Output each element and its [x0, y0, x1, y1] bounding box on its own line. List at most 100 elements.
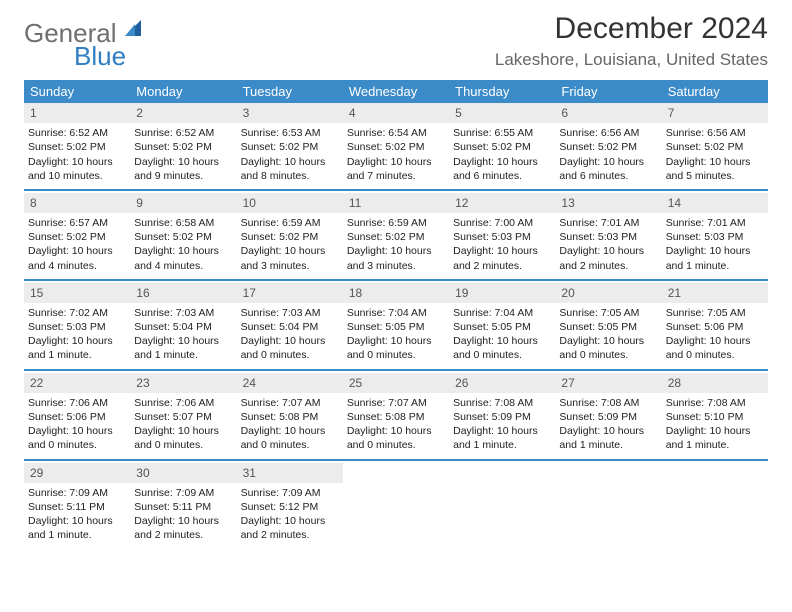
- daylight-line1: Daylight: 10 hours: [453, 424, 551, 438]
- day-number: 21: [662, 283, 768, 303]
- daylight-line1: Daylight: 10 hours: [241, 155, 339, 169]
- day-details: Sunrise: 7:06 AMSunset: 5:07 PMDaylight:…: [130, 395, 236, 459]
- day-details: Sunrise: 7:03 AMSunset: 5:04 PMDaylight:…: [130, 305, 236, 369]
- day-details: Sunrise: 7:01 AMSunset: 5:03 PMDaylight:…: [662, 215, 768, 279]
- sunrise-text: Sunrise: 7:03 AM: [241, 306, 339, 320]
- calendar-day: 12Sunrise: 7:00 AMSunset: 5:03 PMDayligh…: [449, 193, 555, 279]
- calendar-day: .: [662, 463, 768, 549]
- calendar-day: 23Sunrise: 7:06 AMSunset: 5:07 PMDayligh…: [130, 373, 236, 459]
- day-header: Friday: [555, 80, 661, 103]
- day-number: 14: [662, 193, 768, 213]
- day-number: 27: [555, 373, 661, 393]
- day-header: Wednesday: [343, 80, 449, 103]
- sunrise-text: Sunrise: 6:59 AM: [347, 216, 445, 230]
- sunset-text: Sunset: 5:08 PM: [347, 410, 445, 424]
- sunset-text: Sunset: 5:02 PM: [453, 140, 551, 154]
- calendar-day: 27Sunrise: 7:08 AMSunset: 5:09 PMDayligh…: [555, 373, 661, 459]
- sunrise-text: Sunrise: 7:06 AM: [134, 396, 232, 410]
- calendar-day: 2Sunrise: 6:52 AMSunset: 5:02 PMDaylight…: [130, 103, 236, 189]
- daylight-line1: Daylight: 10 hours: [666, 244, 764, 258]
- daylight-line1: Daylight: 10 hours: [241, 244, 339, 258]
- calendar-day: 24Sunrise: 7:07 AMSunset: 5:08 PMDayligh…: [237, 373, 343, 459]
- calendar-day: 4Sunrise: 6:54 AMSunset: 5:02 PMDaylight…: [343, 103, 449, 189]
- sunrise-text: Sunrise: 7:06 AM: [28, 396, 126, 410]
- calendar-day: 29Sunrise: 7:09 AMSunset: 5:11 PMDayligh…: [24, 463, 130, 549]
- calendar-day: 11Sunrise: 6:59 AMSunset: 5:02 PMDayligh…: [343, 193, 449, 279]
- day-header: Thursday: [449, 80, 555, 103]
- calendar-day: 25Sunrise: 7:07 AMSunset: 5:08 PMDayligh…: [343, 373, 449, 459]
- daylight-line2: and 1 minute.: [559, 438, 657, 452]
- daylight-line1: Daylight: 10 hours: [559, 334, 657, 348]
- sunset-text: Sunset: 5:03 PM: [28, 320, 126, 334]
- sunrise-text: Sunrise: 6:56 AM: [559, 126, 657, 140]
- calendar-day: 20Sunrise: 7:05 AMSunset: 5:05 PMDayligh…: [555, 283, 661, 369]
- daylight-line2: and 0 minutes.: [453, 348, 551, 362]
- daylight-line2: and 0 minutes.: [241, 438, 339, 452]
- day-details: Sunrise: 6:56 AMSunset: 5:02 PMDaylight:…: [662, 125, 768, 189]
- sunrise-text: Sunrise: 6:54 AM: [347, 126, 445, 140]
- sunset-text: Sunset: 5:06 PM: [666, 320, 764, 334]
- calendar-day: 15Sunrise: 7:02 AMSunset: 5:03 PMDayligh…: [24, 283, 130, 369]
- daylight-line1: Daylight: 10 hours: [559, 244, 657, 258]
- calendar-week: 15Sunrise: 7:02 AMSunset: 5:03 PMDayligh…: [24, 283, 768, 371]
- sunset-text: Sunset: 5:02 PM: [241, 230, 339, 244]
- calendar-grid: Sunday Monday Tuesday Wednesday Thursday…: [24, 80, 768, 548]
- calendar-day: 19Sunrise: 7:04 AMSunset: 5:05 PMDayligh…: [449, 283, 555, 369]
- sunset-text: Sunset: 5:03 PM: [666, 230, 764, 244]
- page-header: General Blue December 2024 Lakeshore, Lo…: [24, 12, 768, 72]
- sunset-text: Sunset: 5:04 PM: [241, 320, 339, 334]
- day-number: 28: [662, 373, 768, 393]
- sunset-text: Sunset: 5:02 PM: [347, 140, 445, 154]
- day-details: Sunrise: 6:55 AMSunset: 5:02 PMDaylight:…: [449, 125, 555, 189]
- calendar-week: 1Sunrise: 6:52 AMSunset: 5:02 PMDaylight…: [24, 103, 768, 191]
- daylight-line2: and 3 minutes.: [347, 259, 445, 273]
- sunrise-text: Sunrise: 7:00 AM: [453, 216, 551, 230]
- sunset-text: Sunset: 5:02 PM: [347, 230, 445, 244]
- sunset-text: Sunset: 5:05 PM: [347, 320, 445, 334]
- sunrise-text: Sunrise: 6:53 AM: [241, 126, 339, 140]
- day-details: Sunrise: 6:54 AMSunset: 5:02 PMDaylight:…: [343, 125, 449, 189]
- day-details: Sunrise: 7:04 AMSunset: 5:05 PMDaylight:…: [449, 305, 555, 369]
- day-number: 31: [237, 463, 343, 483]
- day-header: Sunday: [24, 80, 130, 103]
- sunrise-text: Sunrise: 6:55 AM: [453, 126, 551, 140]
- sunset-text: Sunset: 5:04 PM: [134, 320, 232, 334]
- brand-logo: General Blue: [24, 18, 145, 72]
- calendar-day: 13Sunrise: 7:01 AMSunset: 5:03 PMDayligh…: [555, 193, 661, 279]
- daylight-line1: Daylight: 10 hours: [134, 514, 232, 528]
- daylight-line1: Daylight: 10 hours: [347, 334, 445, 348]
- calendar-day: 31Sunrise: 7:09 AMSunset: 5:12 PMDayligh…: [237, 463, 343, 549]
- sunset-text: Sunset: 5:07 PM: [134, 410, 232, 424]
- daylight-line2: and 4 minutes.: [134, 259, 232, 273]
- day-number: 5: [449, 103, 555, 123]
- day-details: Sunrise: 6:52 AMSunset: 5:02 PMDaylight:…: [130, 125, 236, 189]
- day-header: Monday: [130, 80, 236, 103]
- day-details: Sunrise: 7:05 AMSunset: 5:06 PMDaylight:…: [662, 305, 768, 369]
- calendar-day: 26Sunrise: 7:08 AMSunset: 5:09 PMDayligh…: [449, 373, 555, 459]
- day-number: 17: [237, 283, 343, 303]
- daylight-line2: and 1 minute.: [666, 438, 764, 452]
- sunset-text: Sunset: 5:05 PM: [559, 320, 657, 334]
- day-number: 9: [130, 193, 236, 213]
- calendar-day: 21Sunrise: 7:05 AMSunset: 5:06 PMDayligh…: [662, 283, 768, 369]
- daylight-line2: and 0 minutes.: [241, 348, 339, 362]
- day-details: Sunrise: 7:01 AMSunset: 5:03 PMDaylight:…: [555, 215, 661, 279]
- sunrise-text: Sunrise: 6:59 AM: [241, 216, 339, 230]
- sunset-text: Sunset: 5:09 PM: [453, 410, 551, 424]
- day-number: 4: [343, 103, 449, 123]
- day-details: Sunrise: 6:56 AMSunset: 5:02 PMDaylight:…: [555, 125, 661, 189]
- daylight-line2: and 1 minute.: [28, 528, 126, 542]
- daylight-line2: and 8 minutes.: [241, 169, 339, 183]
- sunrise-text: Sunrise: 6:57 AM: [28, 216, 126, 230]
- day-details: Sunrise: 6:52 AMSunset: 5:02 PMDaylight:…: [24, 125, 130, 189]
- location-label: Lakeshore, Louisiana, United States: [495, 50, 768, 70]
- day-number: 7: [662, 103, 768, 123]
- sunrise-text: Sunrise: 7:07 AM: [241, 396, 339, 410]
- calendar-day: 1Sunrise: 6:52 AMSunset: 5:02 PMDaylight…: [24, 103, 130, 189]
- daylight-line1: Daylight: 10 hours: [347, 155, 445, 169]
- daylight-line2: and 1 minute.: [134, 348, 232, 362]
- title-block: December 2024 Lakeshore, Louisiana, Unit…: [495, 12, 768, 70]
- page-title: December 2024: [495, 12, 768, 46]
- day-number: 11: [343, 193, 449, 213]
- daylight-line2: and 1 minute.: [666, 259, 764, 273]
